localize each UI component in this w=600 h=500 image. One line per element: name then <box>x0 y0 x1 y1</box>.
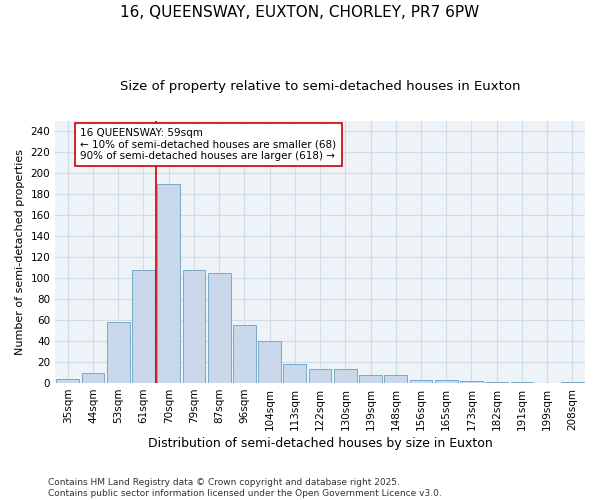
Bar <box>435 380 458 383</box>
Bar <box>208 273 230 383</box>
Bar <box>309 370 331 383</box>
X-axis label: Distribution of semi-detached houses by size in Euxton: Distribution of semi-detached houses by … <box>148 437 493 450</box>
Bar <box>334 370 356 383</box>
Y-axis label: Number of semi-detached properties: Number of semi-detached properties <box>15 149 25 355</box>
Bar <box>107 322 130 383</box>
Bar <box>460 381 483 383</box>
Bar <box>283 364 306 383</box>
Bar <box>132 270 155 383</box>
Bar <box>56 379 79 383</box>
Bar <box>157 184 180 383</box>
Bar <box>233 326 256 383</box>
Bar <box>359 374 382 383</box>
Bar <box>511 382 533 383</box>
Bar <box>258 341 281 383</box>
Bar <box>82 372 104 383</box>
Bar <box>485 382 508 383</box>
Bar <box>561 382 584 383</box>
Bar <box>410 380 433 383</box>
Bar <box>182 270 205 383</box>
Text: 16 QUEENSWAY: 59sqm
← 10% of semi-detached houses are smaller (68)
90% of semi-d: 16 QUEENSWAY: 59sqm ← 10% of semi-detach… <box>80 128 337 161</box>
Text: Contains HM Land Registry data © Crown copyright and database right 2025.
Contai: Contains HM Land Registry data © Crown c… <box>48 478 442 498</box>
Bar <box>385 374 407 383</box>
Text: 16, QUEENSWAY, EUXTON, CHORLEY, PR7 6PW: 16, QUEENSWAY, EUXTON, CHORLEY, PR7 6PW <box>121 5 479 20</box>
Title: Size of property relative to semi-detached houses in Euxton: Size of property relative to semi-detach… <box>120 80 520 93</box>
